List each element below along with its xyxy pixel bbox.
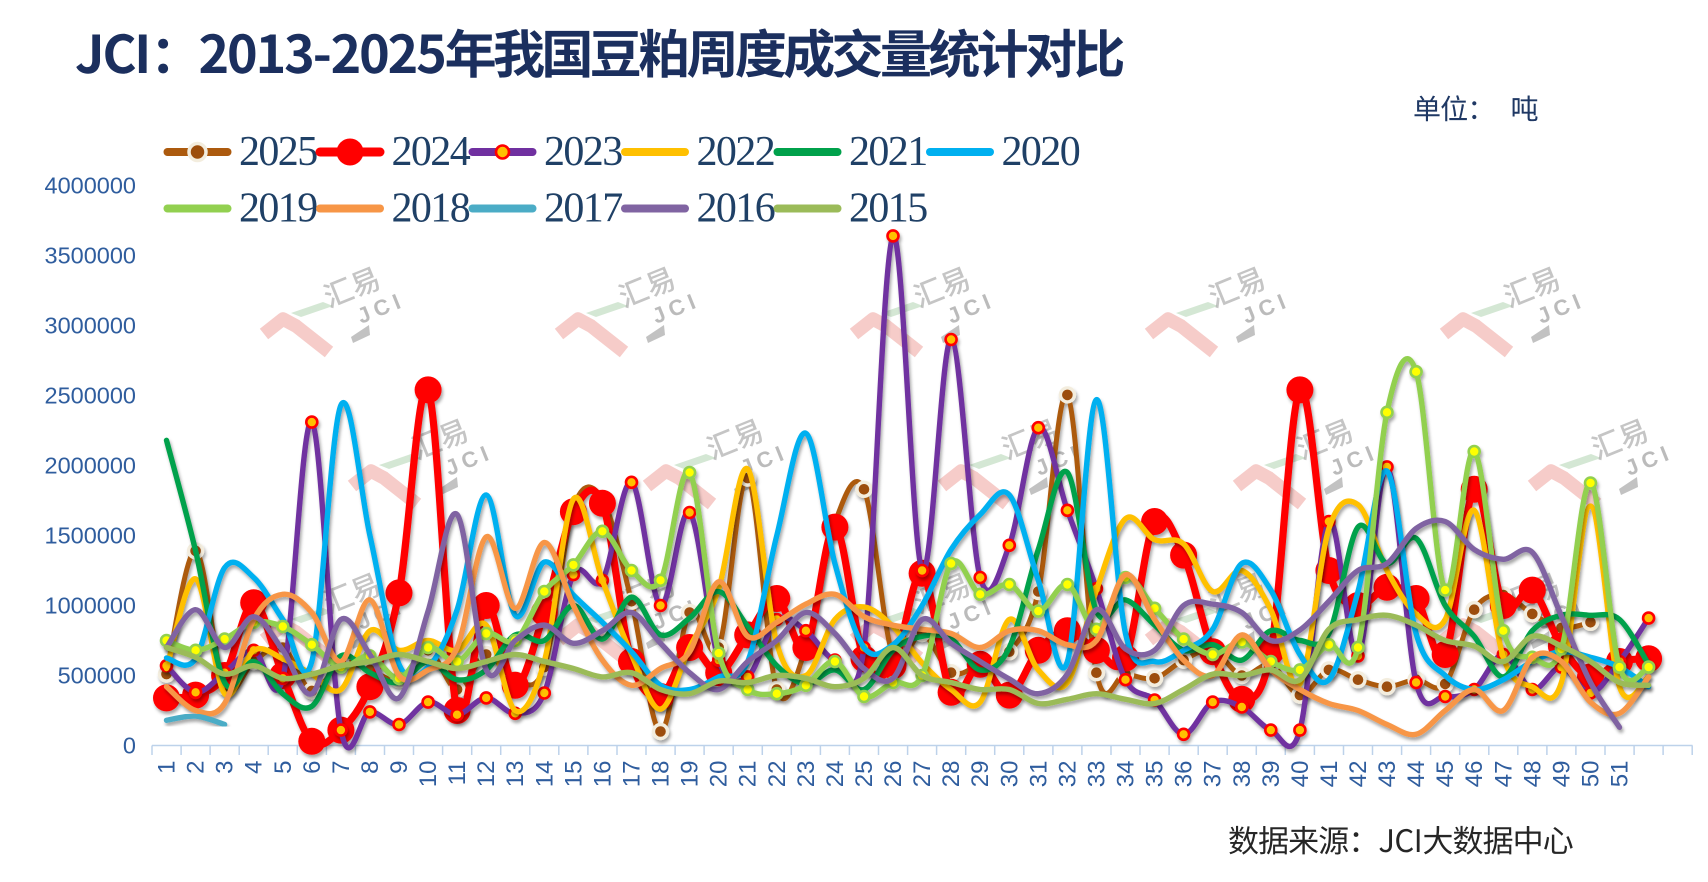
svg-text:33: 33 [1083,761,1110,788]
svg-text:2017: 2017 [544,186,622,232]
svg-text:3500000: 3500000 [45,243,137,269]
svg-text:30: 30 [996,761,1023,788]
svg-text:22: 22 [764,761,791,788]
svg-text:35: 35 [1142,761,1169,788]
svg-text:20: 20 [706,761,733,788]
svg-text:23: 23 [793,761,820,788]
svg-text:0: 0 [123,733,136,759]
svg-text:7: 7 [328,761,355,774]
svg-text:24: 24 [822,761,849,788]
svg-text:32: 32 [1054,761,1081,788]
svg-text:2018: 2018 [392,186,470,232]
svg-text:2021: 2021 [849,129,927,175]
svg-text:1000000: 1000000 [45,593,137,619]
svg-text:2000000: 2000000 [45,453,137,479]
svg-text:17: 17 [619,761,646,788]
svg-text:2020: 2020 [1002,129,1080,175]
svg-text:2024: 2024 [392,129,471,175]
svg-text:43: 43 [1374,761,1401,788]
svg-text:37: 37 [1200,761,1227,788]
svg-text:2023: 2023 [544,129,622,175]
svg-text:46: 46 [1461,761,1488,788]
svg-text:25: 25 [851,761,878,788]
svg-text:500000: 500000 [58,663,136,689]
svg-text:12: 12 [473,761,500,788]
svg-text:11: 11 [444,761,471,786]
svg-text:6: 6 [299,761,326,774]
svg-text:3: 3 [212,761,239,774]
svg-text:29: 29 [967,761,994,788]
svg-text:2019: 2019 [239,186,317,232]
svg-text:21: 21 [735,761,762,788]
svg-text:44: 44 [1403,761,1430,788]
svg-text:10: 10 [415,761,442,788]
svg-text:40: 40 [1287,761,1314,788]
svg-text:3000000: 3000000 [45,313,137,339]
svg-text:2015: 2015 [849,186,927,232]
svg-text:18: 18 [648,761,675,788]
svg-text:50: 50 [1578,761,1605,788]
svg-text:31: 31 [1025,761,1052,788]
svg-text:16: 16 [589,761,616,788]
svg-text:4: 4 [241,761,268,774]
svg-text:47: 47 [1490,761,1517,788]
svg-text:34: 34 [1113,761,1140,788]
svg-text:9: 9 [386,761,413,774]
svg-text:27: 27 [909,761,936,788]
svg-text:2500000: 2500000 [45,383,137,409]
svg-text:2025: 2025 [239,129,317,175]
svg-text:36: 36 [1171,761,1198,788]
svg-text:2016: 2016 [697,186,775,232]
svg-text:14: 14 [531,761,558,788]
svg-text:28: 28 [938,761,965,788]
svg-text:42: 42 [1345,761,1372,788]
svg-text:41: 41 [1316,761,1343,788]
svg-text:51: 51 [1607,761,1634,788]
svg-text:13: 13 [502,761,529,788]
svg-text:1: 1 [154,761,181,774]
svg-text:1500000: 1500000 [45,523,137,549]
svg-text:5: 5 [270,761,297,774]
svg-text:2: 2 [183,761,210,774]
svg-text:15: 15 [560,761,587,788]
svg-text:19: 19 [677,761,704,788]
svg-text:2022: 2022 [697,129,775,175]
svg-text:45: 45 [1432,761,1459,788]
svg-text:26: 26 [880,761,907,788]
svg-text:48: 48 [1519,761,1546,788]
svg-text:39: 39 [1258,761,1285,788]
svg-text:8: 8 [357,761,384,774]
svg-text:38: 38 [1229,761,1256,788]
svg-text:4000000: 4000000 [45,173,137,199]
svg-text:49: 49 [1548,761,1575,788]
